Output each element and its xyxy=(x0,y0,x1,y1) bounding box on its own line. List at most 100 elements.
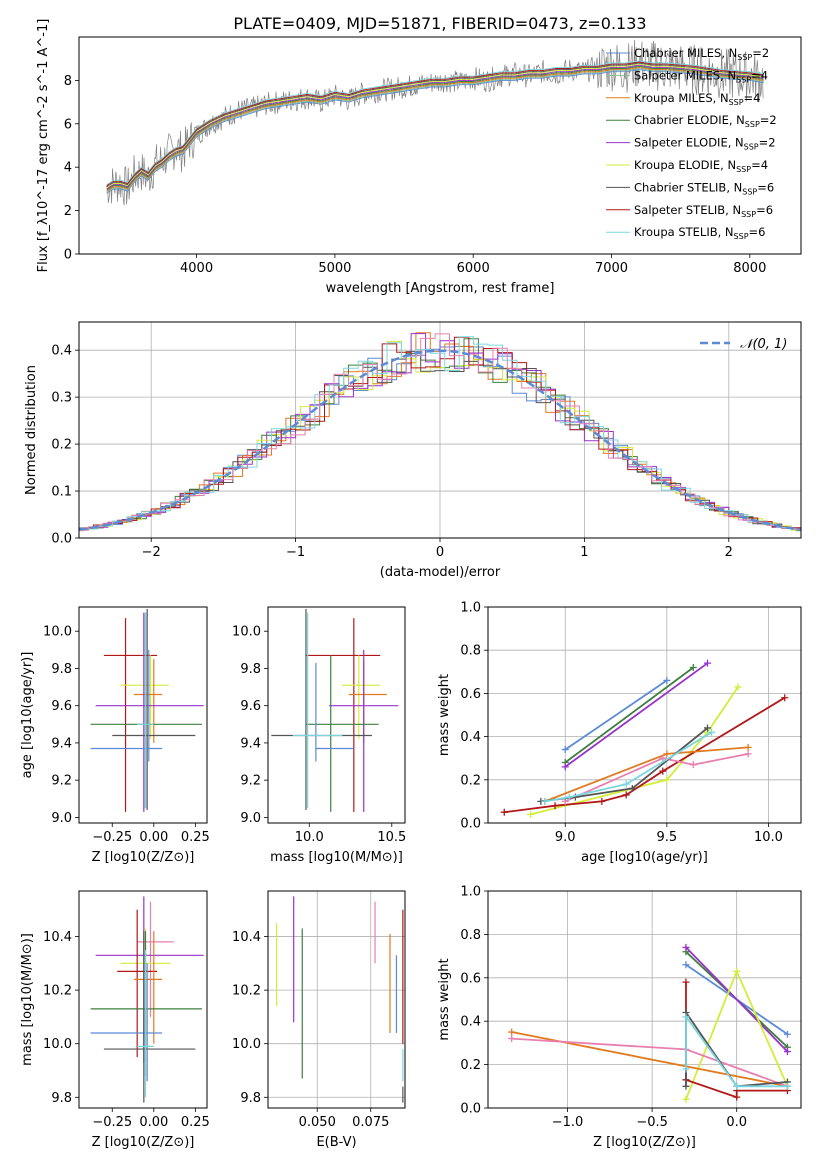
y-tick-label: 9.8 xyxy=(240,1091,261,1106)
weight-marker xyxy=(783,1030,791,1038)
x-tick-label: 7000 xyxy=(595,261,628,276)
y-tick-label: 9.8 xyxy=(240,662,261,677)
weight-marker xyxy=(682,978,690,986)
y-axis-label: Normed distribution xyxy=(24,365,39,495)
y-tick-label: 9.4 xyxy=(240,736,261,751)
weight-marker xyxy=(659,754,667,762)
x-axis-label: wavelength [Angstrom, rest frame] xyxy=(326,281,555,296)
axes-frame xyxy=(78,890,208,1109)
weight-marker xyxy=(682,961,690,969)
x-tick-label: 0.25 xyxy=(181,830,210,845)
weight-line-6 xyxy=(511,1037,788,1088)
y-tick-label: 10.0 xyxy=(43,1037,72,1052)
weight-marker xyxy=(704,724,712,732)
y-tick-label: 10.4 xyxy=(43,930,72,945)
x-axis-label: mass [log10(M/M⊙)] xyxy=(270,850,403,865)
weight-marker xyxy=(659,767,667,775)
x-axis-label: E(B-V) xyxy=(316,1135,356,1150)
x-tick-label: 0.00 xyxy=(139,1115,168,1130)
weight-marker xyxy=(708,728,716,736)
axes-frame xyxy=(487,606,802,824)
y-tick-label: 9.6 xyxy=(51,699,72,714)
model-spectrum-6 xyxy=(106,62,764,188)
weight-marker xyxy=(689,663,697,671)
x-axis-label: Z [log10(Z/Z⊙)] xyxy=(92,850,195,865)
x-tick-label: −1.0 xyxy=(552,1115,584,1130)
legend-label: Kroupa ELODIE, NSSP=4 xyxy=(634,158,768,174)
weight-marker xyxy=(565,793,573,801)
weight-marker xyxy=(561,763,569,771)
y-axis-label: mass weight xyxy=(437,958,452,1040)
axes-frame xyxy=(78,606,208,824)
x-tick-label: 0.25 xyxy=(181,1115,210,1130)
weight-marker xyxy=(541,797,549,805)
axes-frame xyxy=(267,606,406,824)
weight_vs_age-plot-area xyxy=(500,659,789,818)
weight-line-5 xyxy=(511,1031,788,1088)
y-tick-label: 0.6 xyxy=(460,971,481,986)
model-spectrum-2 xyxy=(106,66,764,192)
y-tick-label: 9.4 xyxy=(51,736,72,751)
weight-marker xyxy=(682,1095,690,1103)
weight-line-2 xyxy=(685,946,789,1053)
figure-title: PLATE=0409, MJD=51871, FIBERID=0473, z=0… xyxy=(233,14,646,33)
x-tick-label: 10.5 xyxy=(377,830,406,845)
x-tick-label: 5000 xyxy=(318,261,351,276)
y-tick-label: 9.6 xyxy=(240,699,261,714)
legend-label: 𝒩(0, 1) xyxy=(740,337,787,352)
y-tick-label: 0.0 xyxy=(51,532,72,547)
model-spectrum-1 xyxy=(106,68,764,193)
weight-line-6 xyxy=(564,753,749,803)
x-tick-label: 4000 xyxy=(180,261,213,276)
legend-label: Chabrier STELIB, NSSP=6 xyxy=(634,180,774,196)
weight-marker xyxy=(744,750,752,758)
y-tick-label: 2 xyxy=(64,204,72,219)
weight-marker xyxy=(527,810,535,818)
y-tick-label: 9.8 xyxy=(51,1091,72,1106)
weight-marker xyxy=(551,802,559,810)
y-tick-label: 9.2 xyxy=(51,774,72,789)
weight-marker xyxy=(733,967,741,975)
weight-marker xyxy=(744,743,752,751)
y-axis-label: mass weight xyxy=(437,674,452,756)
y-tick-label: 0.6 xyxy=(460,687,481,702)
model-spectrum-7 xyxy=(106,61,764,186)
x-axis-label: age [log10(age/yr)] xyxy=(581,850,708,865)
weight-marker xyxy=(704,659,712,667)
legend-label: Chabrier MILES, NSSP=2 xyxy=(634,46,769,62)
x-axis-label: (data-model)/error xyxy=(380,565,501,580)
residuals-plot-area xyxy=(79,332,801,532)
weight-marker xyxy=(781,694,789,702)
x-tick-label: −2 xyxy=(142,545,161,560)
spectrum-panel: 4000 5000 6000 7000 8000 0 2 4 6 8 wavelength [Ang… xyxy=(36,19,802,296)
y-tick-label: 10.0 xyxy=(232,625,261,640)
weight-marker xyxy=(783,1082,791,1090)
x-tick-label: 2 xyxy=(725,545,733,560)
y-tick-label: 9.2 xyxy=(240,774,261,789)
legend-label: Salpeter ELODIE, NSSP=2 xyxy=(634,136,776,152)
x-tick-label: 0.00 xyxy=(139,830,168,845)
x-tick-label: 6000 xyxy=(457,261,490,276)
age_vs_mass-panel: 10.0 10.5 9.0 9.2 9.4 9.6 9.8 10.0 mass [log10(M… xyxy=(232,606,406,865)
x-tick-label: 9.0 xyxy=(555,830,576,845)
x-tick-label: 8000 xyxy=(733,261,766,276)
weight-marker xyxy=(682,943,690,951)
weight-marker xyxy=(622,780,630,788)
y-tick-label: 0.0 xyxy=(460,1102,481,1117)
weight-marker xyxy=(733,1082,741,1090)
legend-label: Kroupa STELIB, NSSP=6 xyxy=(634,225,765,241)
weight-marker xyxy=(622,791,630,799)
x-tick-label: 1 xyxy=(580,545,588,560)
x-tick-label: −0.5 xyxy=(636,1115,668,1130)
y-tick-label: 0.3 xyxy=(51,391,72,406)
y-tick-label: 8 xyxy=(64,74,72,89)
weight-marker xyxy=(508,1035,516,1043)
weight-marker xyxy=(561,746,569,754)
y-tick-label: 0.8 xyxy=(460,644,481,659)
residuals-panel: −2 −1 0 1 2 0.0 0.1 0.2 0.3 0.4 (data-model)/error… xyxy=(24,321,802,580)
weight-line-8 xyxy=(685,1014,788,1088)
x-tick-label: −1 xyxy=(286,545,305,560)
weight-line-4 xyxy=(504,696,786,814)
weight-marker xyxy=(598,797,606,805)
